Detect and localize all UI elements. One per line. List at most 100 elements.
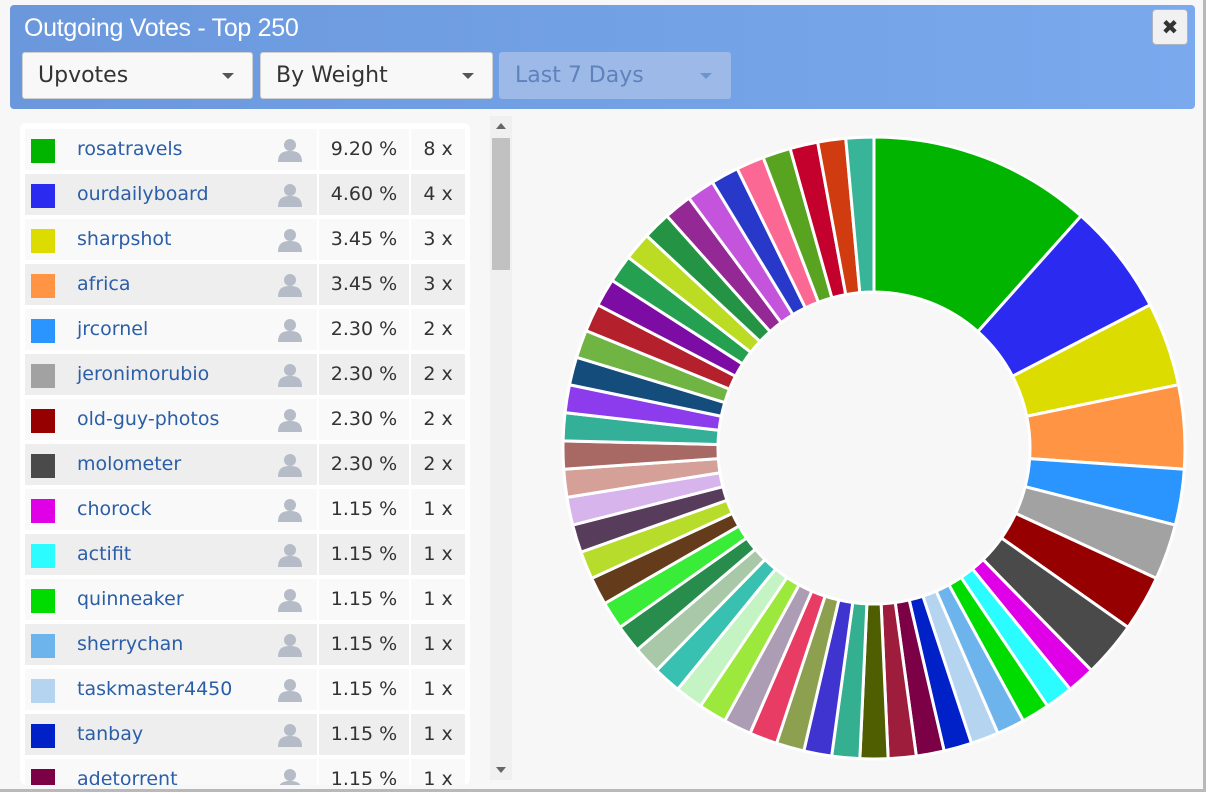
list-item: ourdailyboard 4.60 % 4 x bbox=[25, 174, 465, 215]
list-item: quinneaker 1.15 % 1 x bbox=[25, 579, 465, 620]
list-item: taskmaster4450 1.15 % 1 x bbox=[25, 669, 465, 710]
account-name-link[interactable]: sherrychan bbox=[77, 633, 184, 655]
chevron-down-icon bbox=[700, 73, 712, 79]
vote-count: 1 x bbox=[423, 498, 453, 520]
account-name-link[interactable]: actifit bbox=[77, 543, 132, 565]
vote-percent: 3.45 % bbox=[330, 228, 398, 250]
list-item: old-guy-photos 2.30 % 2 x bbox=[25, 399, 465, 440]
account-name-link[interactable]: adetorrent bbox=[77, 768, 178, 785]
color-swatch bbox=[31, 139, 55, 163]
color-swatch bbox=[31, 679, 55, 703]
account-name-link[interactable]: molometer bbox=[77, 453, 182, 475]
list-scrollbar[interactable] bbox=[490, 116, 512, 780]
vote-percent: 4.60 % bbox=[330, 183, 398, 205]
period-select: Last 7 Days bbox=[499, 52, 731, 99]
vote-percent: 1.15 % bbox=[330, 633, 398, 655]
user-icon[interactable] bbox=[277, 633, 303, 657]
list-item: jrcornel 2.30 % 2 x bbox=[25, 309, 465, 350]
user-icon[interactable] bbox=[277, 273, 303, 297]
vote-count: 8 x bbox=[423, 138, 453, 160]
vote-count: 3 x bbox=[423, 273, 453, 295]
account-name-link[interactable]: ourdailyboard bbox=[77, 183, 209, 205]
vote-percent: 2.30 % bbox=[330, 318, 398, 340]
user-icon[interactable] bbox=[277, 723, 303, 747]
vote-percent: 2.30 % bbox=[330, 453, 398, 475]
user-icon[interactable] bbox=[277, 498, 303, 522]
account-name-link[interactable]: jrcornel bbox=[77, 318, 149, 340]
chevron-down-icon bbox=[222, 73, 234, 79]
color-swatch bbox=[31, 319, 55, 343]
list-item: tanbay 1.15 % 1 x bbox=[25, 714, 465, 755]
list-item: rosatravels 9.20 % 8 x bbox=[25, 129, 465, 170]
vote-percent: 2.30 % bbox=[330, 363, 398, 385]
vote-count: 1 x bbox=[423, 768, 453, 785]
vote-percent: 1.15 % bbox=[330, 498, 398, 520]
user-icon[interactable] bbox=[277, 588, 303, 612]
vote-count: 1 x bbox=[423, 543, 453, 565]
color-swatch bbox=[31, 184, 55, 208]
sort-by-value: By Weight bbox=[276, 63, 388, 88]
vote-count: 2 x bbox=[423, 363, 453, 385]
vote-count: 2 x bbox=[423, 318, 453, 340]
account-name-link[interactable]: chorock bbox=[77, 498, 152, 520]
vote-percent: 1.15 % bbox=[330, 588, 398, 610]
account-name-link[interactable]: jeronimorubio bbox=[77, 363, 210, 385]
scroll-down-icon[interactable] bbox=[496, 767, 506, 773]
close-button[interactable]: ✖ bbox=[1152, 9, 1188, 45]
vote-count: 3 x bbox=[423, 228, 453, 250]
color-swatch bbox=[31, 274, 55, 298]
scroll-up-icon[interactable] bbox=[496, 123, 506, 129]
close-icon: ✖ bbox=[1161, 15, 1179, 39]
chevron-down-icon bbox=[462, 73, 474, 79]
vote-count: 1 x bbox=[423, 723, 453, 745]
color-swatch bbox=[31, 409, 55, 433]
user-icon[interactable] bbox=[277, 363, 303, 387]
list-item: actifit 1.15 % 1 x bbox=[25, 534, 465, 575]
user-icon[interactable] bbox=[277, 408, 303, 432]
account-name-link[interactable]: tanbay bbox=[77, 723, 144, 745]
sort-by-select[interactable]: By Weight bbox=[260, 52, 493, 99]
account-name-link[interactable]: old-guy-photos bbox=[77, 408, 220, 430]
color-swatch bbox=[31, 499, 55, 523]
user-icon[interactable] bbox=[277, 228, 303, 252]
color-swatch bbox=[31, 364, 55, 388]
user-icon[interactable] bbox=[277, 543, 303, 567]
vote-type-value: Upvotes bbox=[38, 63, 129, 88]
user-icon[interactable] bbox=[277, 183, 303, 207]
modal-title: Outgoing Votes - Top 250 bbox=[24, 14, 299, 42]
account-name-link[interactable]: sharpshot bbox=[77, 228, 172, 250]
vote-percent: 2.30 % bbox=[330, 408, 398, 430]
user-icon[interactable] bbox=[277, 138, 303, 162]
vote-percent: 9.20 % bbox=[330, 138, 398, 160]
scroll-thumb[interactable] bbox=[492, 138, 510, 270]
list-item: africa 3.45 % 3 x bbox=[25, 264, 465, 305]
color-swatch bbox=[31, 589, 55, 613]
donut-slice[interactable] bbox=[872, 135, 1084, 334]
color-swatch bbox=[31, 454, 55, 478]
votes-donut-chart bbox=[561, 135, 1187, 761]
list-item: chorock 1.15 % 1 x bbox=[25, 489, 465, 530]
color-swatch bbox=[31, 634, 55, 658]
user-icon[interactable] bbox=[277, 678, 303, 702]
account-name-link[interactable]: africa bbox=[77, 273, 131, 295]
account-name-link[interactable]: taskmaster4450 bbox=[77, 678, 233, 700]
vote-type-select[interactable]: Upvotes bbox=[22, 52, 253, 99]
list-item: jeronimorubio 2.30 % 2 x bbox=[25, 354, 465, 395]
donut-slice[interactable] bbox=[844, 135, 876, 295]
vote-count: 2 x bbox=[423, 408, 453, 430]
user-icon[interactable] bbox=[277, 768, 303, 785]
user-icon[interactable] bbox=[277, 318, 303, 342]
vote-percent: 1.15 % bbox=[330, 768, 398, 785]
account-name-link[interactable]: rosatravels bbox=[77, 138, 183, 160]
color-swatch bbox=[31, 229, 55, 253]
account-name-link[interactable]: quinneaker bbox=[77, 588, 184, 610]
period-value: Last 7 Days bbox=[515, 63, 644, 88]
user-icon[interactable] bbox=[277, 453, 303, 477]
list-item: sherrychan 1.15 % 1 x bbox=[25, 624, 465, 665]
color-swatch bbox=[31, 544, 55, 568]
vote-count: 1 x bbox=[423, 633, 453, 655]
color-swatch bbox=[31, 724, 55, 748]
vote-count: 1 x bbox=[423, 588, 453, 610]
color-swatch bbox=[31, 769, 55, 785]
